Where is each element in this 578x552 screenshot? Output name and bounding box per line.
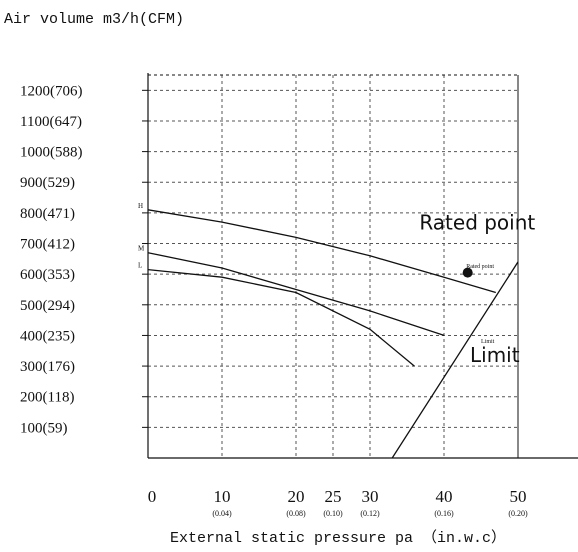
x-tick-label: 25 — [325, 487, 342, 506]
series-line-m — [148, 252, 445, 337]
axes — [142, 73, 578, 459]
x-axis-label: External static pressure pa （in.w.c） — [170, 529, 506, 547]
small-annotation: Rated point — [466, 264, 494, 270]
y-tick-label: 400(235) — [20, 328, 75, 344]
x-tick-sublabel: (0.20) — [508, 509, 528, 518]
series-line-limit — [391, 261, 518, 458]
x-tick-sublabel: (0.04) — [212, 509, 232, 518]
y-tick-label: 900(529) — [20, 175, 75, 191]
grid — [148, 75, 518, 458]
y-tick-label: 1200(706) — [20, 83, 83, 99]
x-tick-label: 0 — [148, 487, 157, 506]
x-tick-sublabel: (0.16) — [434, 509, 454, 518]
x-tick-label: 40 — [436, 487, 453, 506]
small-annotation: Limit — [481, 339, 495, 345]
y-tick-label: 1000(588) — [20, 145, 83, 161]
series-lines — [148, 209, 518, 458]
y-tick-label: 700(412) — [20, 237, 75, 253]
limit-label: Limit — [470, 343, 520, 367]
y-tick-label: 100(59) — [20, 420, 68, 436]
y-axis-label: Air volume m3/h(CFM) — [4, 11, 184, 28]
x-tick-label: 30 — [362, 487, 379, 506]
y-tick-label: 1100(647) — [20, 114, 82, 130]
series-label-h: H — [138, 202, 143, 210]
x-tick-sublabel: (0.08) — [286, 509, 306, 518]
y-tick-label: 500(294) — [20, 298, 75, 314]
series-line-l — [148, 268, 415, 367]
series-line-h — [148, 209, 496, 294]
y-tick-label: 800(471) — [20, 206, 75, 222]
tick-labels: 100(59) 200(118) 300(176) 400(235) 500(294) 6… — [20, 83, 528, 518]
x-tick-sublabel: (0.10) — [323, 509, 343, 518]
y-tick-label: 600(353) — [20, 267, 75, 283]
x-tick-label: 20 — [288, 487, 305, 506]
x-tick-label: 50 — [510, 487, 527, 506]
annotations: H M L Rated point Limit Rated point Limit — [138, 202, 535, 367]
x-tick-label: 10 — [214, 487, 231, 506]
rated-point-marker — [462, 267, 473, 278]
y-tick-label: 300(176) — [20, 359, 75, 375]
rated-point-label: Rated point — [419, 211, 535, 235]
x-tick-sublabel: (0.12) — [360, 509, 380, 518]
series-label-l: L — [138, 262, 142, 270]
series-label-m: M — [138, 245, 145, 253]
y-tick-label: 200(118) — [20, 390, 74, 406]
